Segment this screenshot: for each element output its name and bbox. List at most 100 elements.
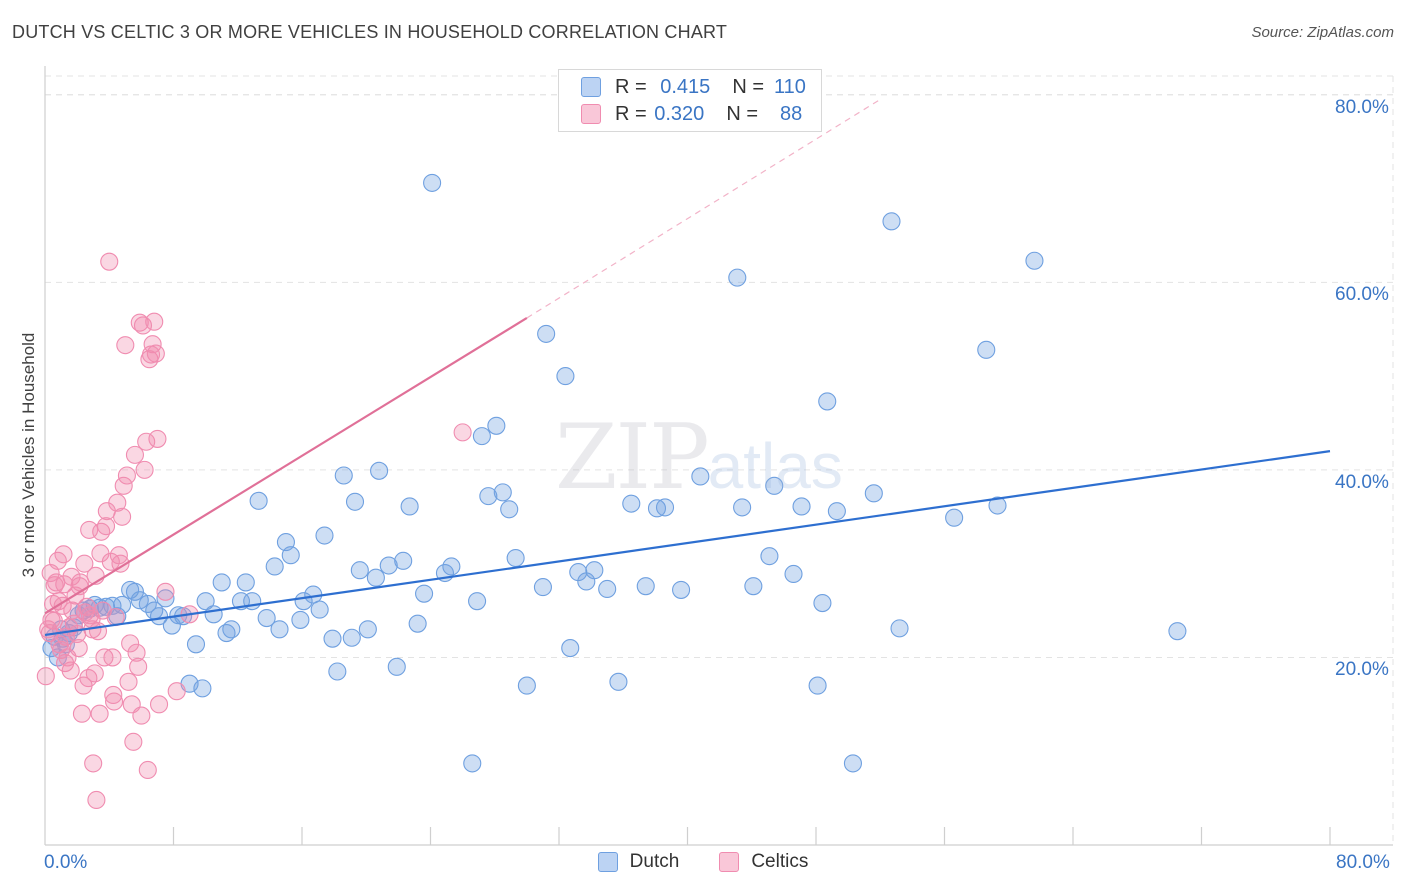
- dutch-point: [212, 573, 231, 592]
- dutch-point: [945, 508, 964, 527]
- dutch-point: [609, 672, 628, 691]
- dutch-point: [400, 497, 419, 516]
- celtics-point: [56, 654, 75, 673]
- dutch-point: [655, 498, 675, 517]
- celtics-point: [105, 692, 124, 711]
- legend-item-celtics[interactable]: Celtics: [719, 851, 808, 873]
- celtics-point: [146, 344, 165, 363]
- y-tick-label: 60.0%: [1335, 284, 1389, 306]
- celtics-point: [72, 704, 91, 723]
- dutch-point: [193, 679, 212, 698]
- dutch-point: [345, 492, 365, 511]
- celtics-point: [148, 429, 167, 448]
- dutch-trend-line: [44, 450, 1331, 637]
- dutch-point: [342, 628, 361, 647]
- dutch-point: [204, 605, 223, 624]
- celtics-point: [100, 252, 119, 271]
- dutch-point: [423, 173, 442, 192]
- dutch-point: [864, 484, 883, 503]
- celtics-swatch: [581, 104, 601, 124]
- celtics-point: [91, 544, 110, 563]
- dutch-point: [691, 467, 710, 486]
- celtics-point: [149, 695, 169, 714]
- r-label: R =: [615, 75, 647, 98]
- dutch-point: [394, 551, 413, 570]
- n-value: 88: [780, 102, 803, 125]
- dutch-point: [186, 635, 206, 654]
- celtics-trend-line: [44, 317, 528, 615]
- celtics-point: [75, 554, 94, 573]
- dutch-point: [598, 579, 617, 599]
- celtics-swatch: [719, 852, 740, 872]
- celtics-point: [133, 316, 153, 335]
- celtics-point: [36, 667, 55, 686]
- dutch-point: [556, 367, 575, 386]
- celtics-point: [453, 423, 472, 442]
- watermark: ZIPatlas: [555, 405, 843, 510]
- dutch-point: [270, 620, 289, 639]
- dutch-point: [265, 557, 284, 576]
- dutch-point: [792, 497, 811, 516]
- dutch-point: [125, 582, 144, 601]
- dutch-point: [784, 564, 803, 584]
- celtics-point: [44, 611, 63, 630]
- celtics-point: [97, 502, 116, 521]
- celtics-point: [117, 466, 136, 485]
- legend-item-dutch[interactable]: Dutch: [597, 851, 680, 873]
- dutch-point: [222, 620, 241, 639]
- legend-label-dutch: Dutch: [629, 851, 680, 872]
- celtics-point: [125, 445, 144, 464]
- dutch-point: [813, 593, 832, 613]
- celtics-point: [69, 639, 88, 658]
- dutch-point: [977, 340, 996, 359]
- dutch-point: [1025, 251, 1044, 270]
- axes: [44, 66, 1393, 846]
- dutch-point: [760, 547, 779, 566]
- dutch-point: [472, 427, 491, 446]
- series-legend: Dutch Celtics: [0, 851, 1406, 873]
- dutch-point: [744, 577, 763, 596]
- dutch-point: [463, 754, 482, 773]
- legend-label-celtics: Celtics: [751, 851, 809, 872]
- dutch-point: [379, 556, 398, 575]
- dutch-point: [370, 461, 389, 480]
- celtics-point: [143, 335, 162, 354]
- dutch-swatch: [581, 77, 601, 97]
- celtics-point: [130, 313, 149, 332]
- chart-title: DUTCH VS CELTIC 3 OR MORE VEHICLES IN HO…: [12, 22, 728, 42]
- dutch-point: [537, 324, 556, 343]
- dutch-point: [387, 657, 406, 676]
- celtics-point: [79, 669, 98, 688]
- celtics-point: [116, 336, 135, 355]
- celtics-point: [90, 704, 109, 723]
- n-label: N =: [732, 75, 764, 98]
- celtics-point: [104, 685, 123, 705]
- dutch-point: [323, 629, 342, 648]
- celtics-point: [85, 664, 104, 683]
- celtics-point: [62, 567, 81, 586]
- r-value: 0.415: [660, 75, 711, 98]
- y-axis-label: 3 or more Vehicles in Household: [19, 332, 38, 578]
- celtics-point: [54, 545, 73, 564]
- celtics-point: [64, 614, 83, 633]
- dutch-point: [728, 268, 747, 287]
- celtics-point: [111, 554, 130, 573]
- dutch-point: [517, 676, 536, 695]
- dutch-point: [827, 502, 846, 521]
- celtics-point: [80, 520, 99, 539]
- stats-legend-row-celtics: R = 0.320 N = 88: [581, 102, 802, 126]
- dutch-point: [506, 548, 525, 568]
- dutch-point: [334, 466, 353, 485]
- celtics-point: [113, 507, 132, 526]
- dutch-point: [890, 619, 909, 638]
- r-value: 0.320: [654, 102, 705, 125]
- dutch-point: [636, 577, 655, 596]
- dutch-point: [315, 526, 334, 545]
- dutch-point: [415, 584, 434, 603]
- x-tick-label-max: 80.0%: [1336, 852, 1390, 873]
- dutch-point: [236, 573, 255, 592]
- celtics-point: [87, 790, 106, 810]
- dutch-swatch: [597, 852, 618, 872]
- n-value: 110: [774, 75, 806, 98]
- celtics-point: [129, 657, 148, 676]
